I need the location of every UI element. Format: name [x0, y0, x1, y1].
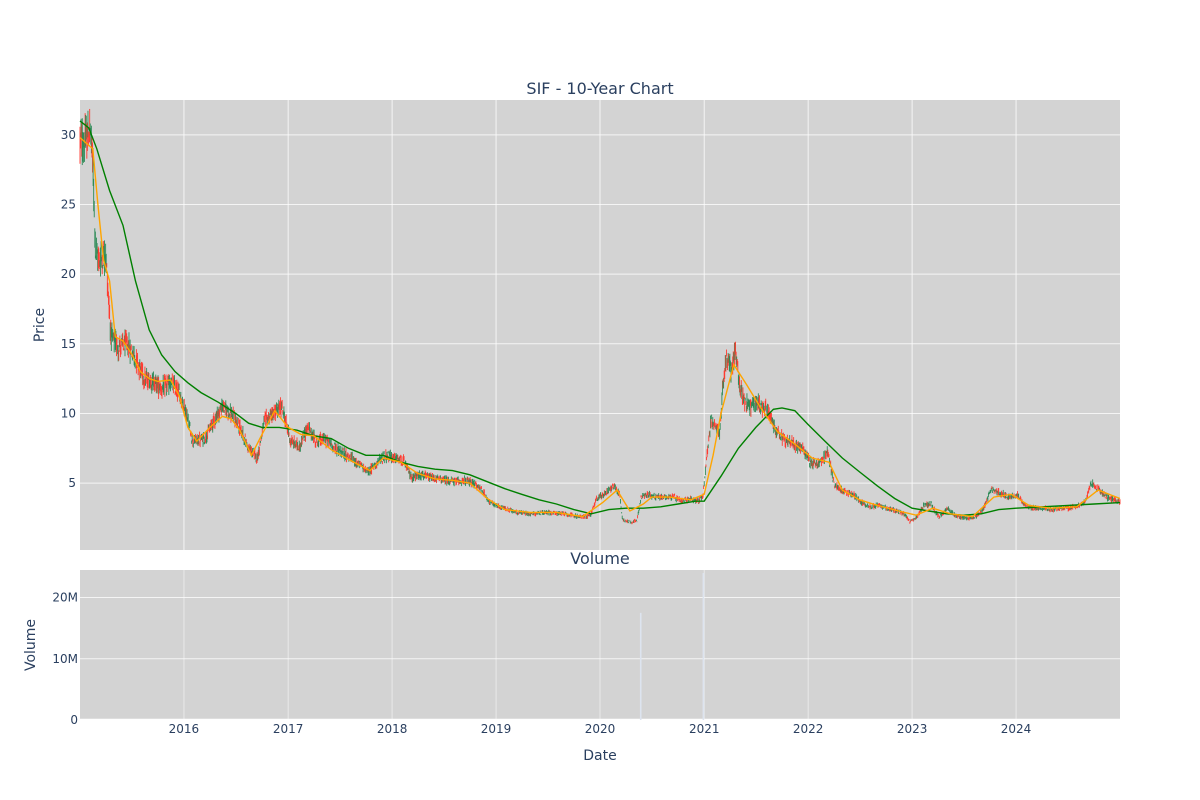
volume-subplot-title: Volume — [570, 549, 630, 568]
candlesticks — [79, 108, 1121, 525]
volume-y-tick-label: 0 — [70, 713, 78, 727]
date-axis-label: Date — [583, 748, 616, 764]
price-axis-label: Price — [32, 308, 48, 342]
date-x-tick-label: 2017 — [273, 722, 304, 736]
date-x-tick-label: 2019 — [481, 722, 512, 736]
date-x-tick-label: 2018 — [377, 722, 408, 736]
price-y-tick-label: 5 — [68, 476, 76, 490]
volume-y-tick-label: 20M — [52, 591, 78, 605]
ma-short-line — [79, 137, 1121, 518]
date-x-tick-label: 2023 — [897, 722, 928, 736]
price-y-ticks: 5 10 15 20 25 30 — [61, 128, 76, 490]
volume-axis-label: Volume — [23, 619, 39, 671]
price-y-tick-label: 25 — [61, 197, 76, 211]
date-x-tick-label: 2016 — [169, 722, 200, 736]
date-x-tick-label: 2022 — [793, 722, 824, 736]
date-x-ticks: 2016 2017 2018 2019 2020 2021 2022 2023 2024 — [169, 722, 1032, 736]
volume-y-tick-label: 10M — [52, 652, 78, 666]
date-x-tick-label: 2024 — [1001, 722, 1032, 736]
volume-gridlines — [80, 570, 1120, 721]
price-y-tick-label: 20 — [61, 267, 76, 281]
price-y-tick-label: 30 — [61, 128, 76, 142]
price-gridlines — [80, 100, 1120, 550]
ma-long-line — [79, 120, 1121, 516]
volume-y-ticks: 0 10M 20M — [52, 591, 78, 727]
price-y-tick-label: 15 — [61, 337, 76, 351]
volume-bar — [639, 612, 642, 720]
date-x-tick-label: 2020 — [585, 722, 616, 736]
chart-title: SIF - 10-Year Chart — [526, 79, 673, 98]
volume-bar — [702, 573, 705, 720]
price-y-tick-label: 10 — [61, 406, 76, 420]
volume-bars — [639, 573, 705, 720]
date-x-tick-label: 2021 — [689, 722, 720, 736]
